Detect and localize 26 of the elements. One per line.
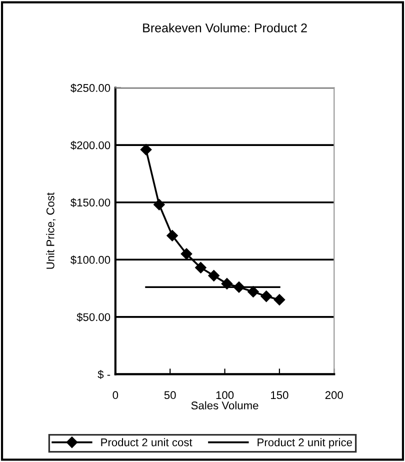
point bbox=[208, 270, 220, 282]
y-tick-label: $250.00 bbox=[70, 84, 110, 93]
x-tick-label: 100 bbox=[216, 391, 234, 400]
legend-label: Product 2 unit price bbox=[258, 438, 352, 448]
legend-label: Product 2 unit cost bbox=[101, 438, 192, 446]
x-tick-label: 200 bbox=[325, 391, 343, 400]
y-tick-label: $ - bbox=[98, 370, 110, 380]
point bbox=[274, 294, 286, 306]
point bbox=[140, 144, 152, 156]
y-tick-label: $150.00 bbox=[70, 198, 110, 208]
x-tick-label: 150 bbox=[271, 391, 288, 400]
y-tick-label: $200.00 bbox=[70, 140, 110, 150]
y-tick-label: $50.00 bbox=[76, 312, 110, 322]
point bbox=[180, 248, 192, 260]
point bbox=[195, 262, 206, 274]
y-axis-title: Unit Price, Cost bbox=[46, 192, 56, 269]
chart-title: Breakeven Volume: Product 2 bbox=[143, 23, 307, 32]
point bbox=[221, 278, 233, 290]
x-tick-label: 50 bbox=[164, 391, 176, 400]
point bbox=[154, 199, 165, 210]
y-tick-label: $100.00 bbox=[70, 255, 110, 264]
point bbox=[248, 286, 259, 298]
point bbox=[166, 230, 178, 242]
x-axis-title: Sales Volume bbox=[191, 401, 258, 410]
point bbox=[260, 290, 272, 302]
x-tick-label: 0 bbox=[112, 391, 118, 400]
